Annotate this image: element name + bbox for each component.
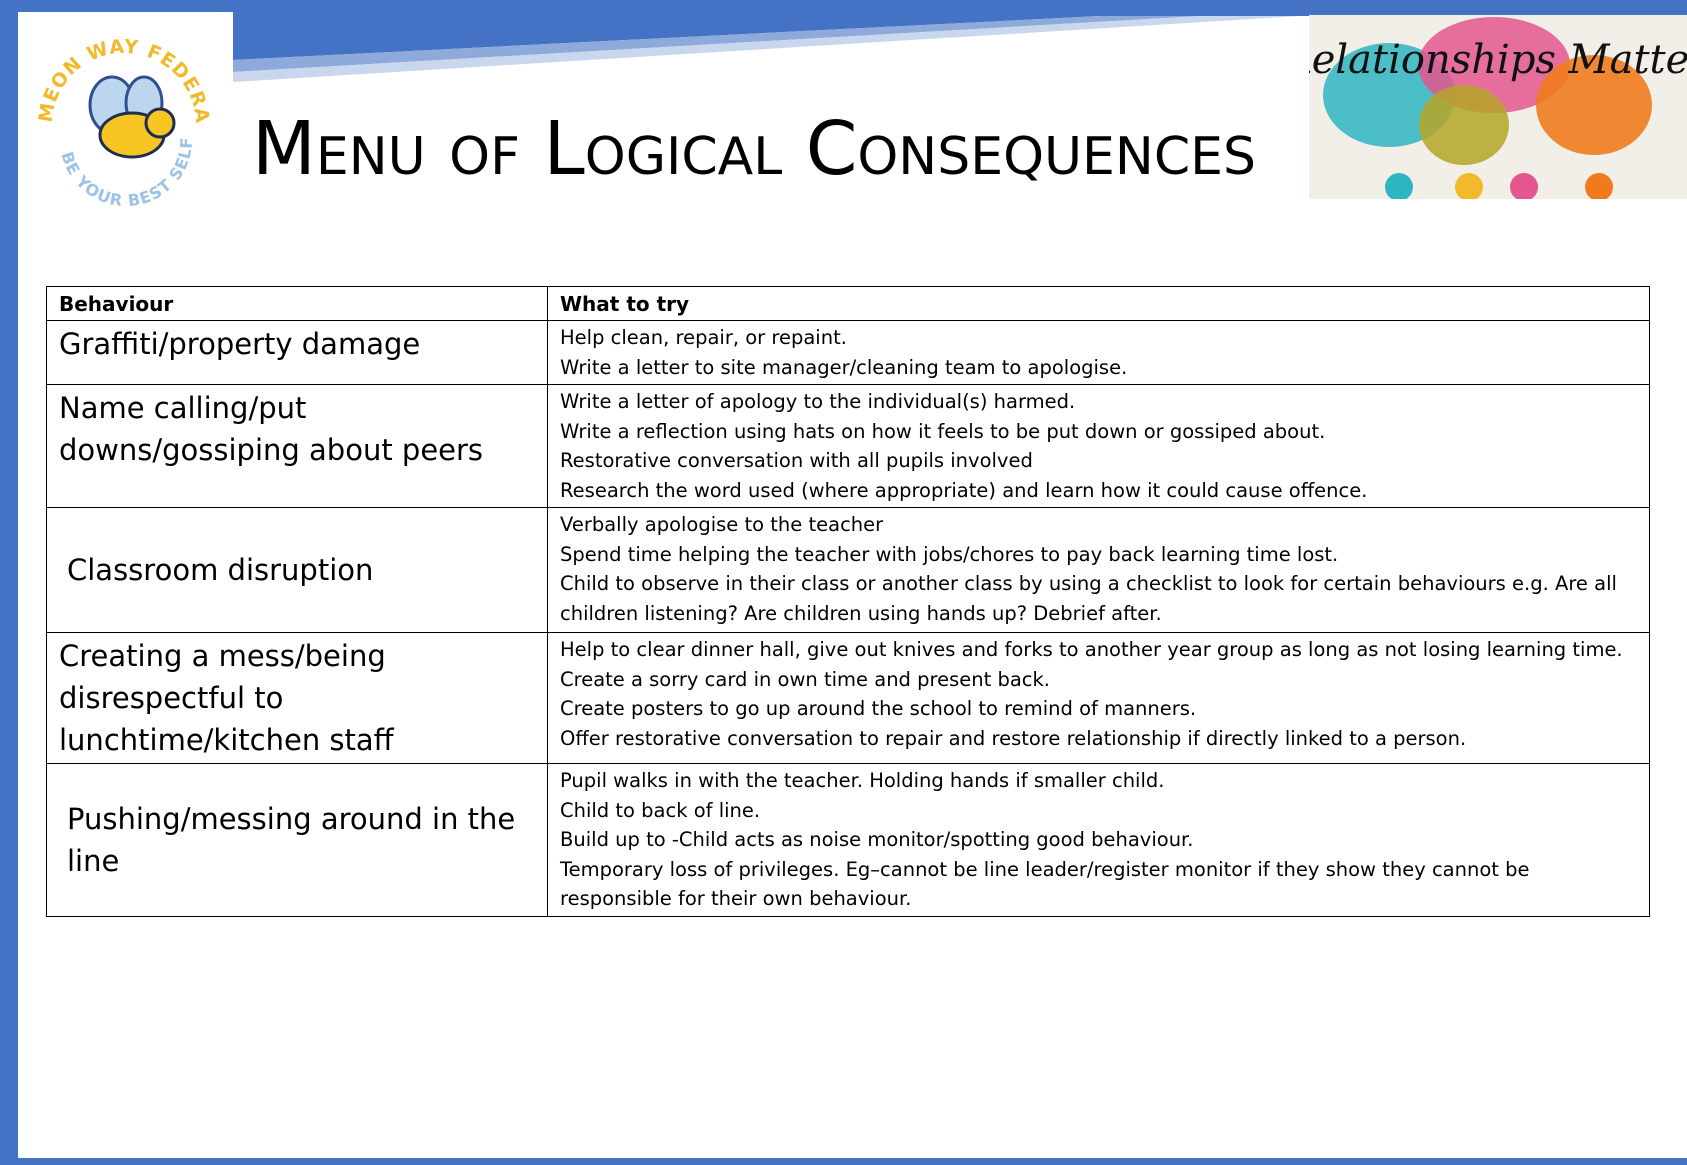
actions-cell: Verbally apologise to the teacher Spend t… [547, 507, 1650, 633]
action-item: Create a sorry card in own time and pres… [560, 667, 1050, 691]
action-item: Create posters to go up around the schoo… [560, 697, 1197, 720]
behaviour-cell: Pushing/messing around in the line [46, 763, 548, 917]
table-body: Graffiti/property damage Help clean, repa… [46, 320, 1650, 917]
table-row: Classroom disruption Verbally apologise t… [46, 507, 1650, 633]
frame-bottom [0, 1158, 1687, 1165]
behaviour-cell: Name calling/put downs/gossiping about p… [46, 384, 548, 508]
logo-relationships-matter: Relationships Matter [1309, 15, 1687, 199]
header-swoosh [0, 12, 1687, 82]
action-item: Help clean, repair, or repaint. [560, 326, 847, 349]
logo-right-text: Relationships Matter [1309, 37, 1687, 83]
frame-left [0, 0, 18, 1165]
action-item: Research the word used (where appropriat… [560, 478, 1368, 502]
column-header: Behaviour [46, 286, 548, 321]
table-row: Name calling/put downs/gossiping about p… [46, 384, 1650, 508]
table-row: Creating a mess/being disrespectful to l… [46, 632, 1650, 764]
frame-top [0, 0, 1687, 12]
behaviour-cell: Graffiti/property damage [46, 320, 548, 385]
action-item: Write a reflection using hats on how it … [560, 419, 1326, 443]
action-item: Offer restorative conversation to repair… [560, 726, 1467, 750]
action-item: Spend time helping the teacher with jobs… [560, 542, 1339, 566]
action-item: Pupil walks in with the teacher. Holding… [560, 769, 1165, 792]
table-row: Pushing/messing around in the line Pupil … [46, 763, 1650, 917]
action-item: Child to observe in their class or anoth… [560, 572, 1617, 625]
action-item: Build up to -Child acts as noise monitor… [560, 828, 1194, 851]
action-item: Temporary loss of privileges. Eg–cannot … [560, 857, 1530, 911]
action-item: Child to back of line. [560, 798, 761, 822]
behaviour-cell: Classroom disruption [46, 507, 548, 633]
action-item: Write a letter to site manager/cleaning … [560, 355, 1128, 379]
actions-cell: Help to clear dinner hall, give out kniv… [547, 632, 1650, 764]
header-row: Behaviour What to try [46, 286, 1650, 321]
action-item: Restorative conversation with all pupils… [560, 449, 1033, 472]
action-item: Write a letter of apology to the individ… [560, 390, 1076, 413]
action-item: Verbally apologise to the teacher [560, 513, 884, 536]
page-title: Menu of Logical Consequences [252, 106, 1256, 192]
actions-cell: Write a letter of apology to the individ… [547, 384, 1650, 508]
column-header: What to try [547, 286, 1650, 321]
logo-meon-way: MEON WAY FEDERATION BE YOUR BEST SELF [22, 15, 231, 210]
action-item: Help to clear dinner hall, give out kniv… [560, 638, 1623, 661]
consequences-table: Behaviour What to try Graffiti/property … [46, 286, 1650, 917]
actions-cell: Pupil walks in with the teacher. Holding… [547, 763, 1650, 917]
behaviour-cell: Creating a mess/being disrespectful to l… [46, 632, 548, 764]
actions-cell: Help clean, repair, or repaint. Write a l… [547, 320, 1650, 385]
table-row: Graffiti/property damage Help clean, repa… [46, 320, 1650, 385]
